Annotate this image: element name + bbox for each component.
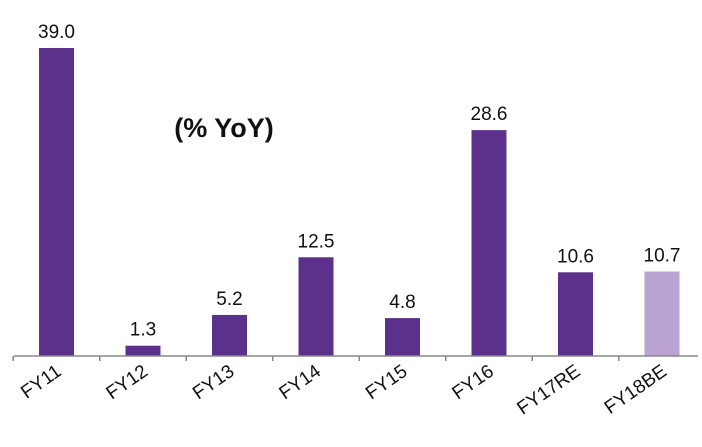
value-label-fy18be: 10.7 (644, 245, 681, 266)
x-tick-label-fy11: FY11 (17, 361, 65, 403)
value-label-fy16: 28.6 (471, 104, 508, 125)
bar-fy18be (644, 271, 680, 356)
bar-fy16 (471, 130, 507, 356)
value-label-fy14: 12.5 (298, 231, 335, 252)
x-tick-label-fy17re: FY17RE (513, 361, 584, 419)
x-tick-label-fy12: FY12 (103, 361, 152, 404)
x-tick-label-fy18be: FY18BE (601, 361, 671, 419)
value-label-fy15: 4.8 (389, 292, 415, 313)
value-label-fy17re: 10.6 (557, 246, 594, 267)
chart-title: (% YoY) (174, 113, 274, 143)
bar-fy14 (298, 257, 334, 356)
value-label-fy12: 1.3 (130, 320, 156, 341)
value-label-fy13: 5.2 (216, 289, 242, 310)
bar-fy17re (558, 272, 593, 356)
x-tick-label-fy13: FY13 (189, 361, 238, 404)
x-tick-labels-group: FY11 FY12 FY13 FY14 FY15 FY16 FY17RE FY18BE (17, 361, 671, 420)
x-tick-label-fy16: FY16 (449, 361, 498, 404)
x-ticks-group (12, 356, 620, 361)
bar-fy15 (385, 318, 420, 356)
value-label-fy11: 39.0 (38, 22, 75, 43)
bars-group (39, 48, 680, 356)
bar-fy11 (39, 48, 74, 356)
x-tick-label-fy14: FY14 (276, 361, 326, 404)
bar-fy13 (212, 314, 247, 356)
value-labels-group: 39.0 1.3 5.2 12.5 4.8 28.6 10.6 10.7 (38, 22, 680, 341)
x-tick-label-fy15: FY15 (362, 361, 411, 404)
bar-fy12 (125, 345, 161, 356)
